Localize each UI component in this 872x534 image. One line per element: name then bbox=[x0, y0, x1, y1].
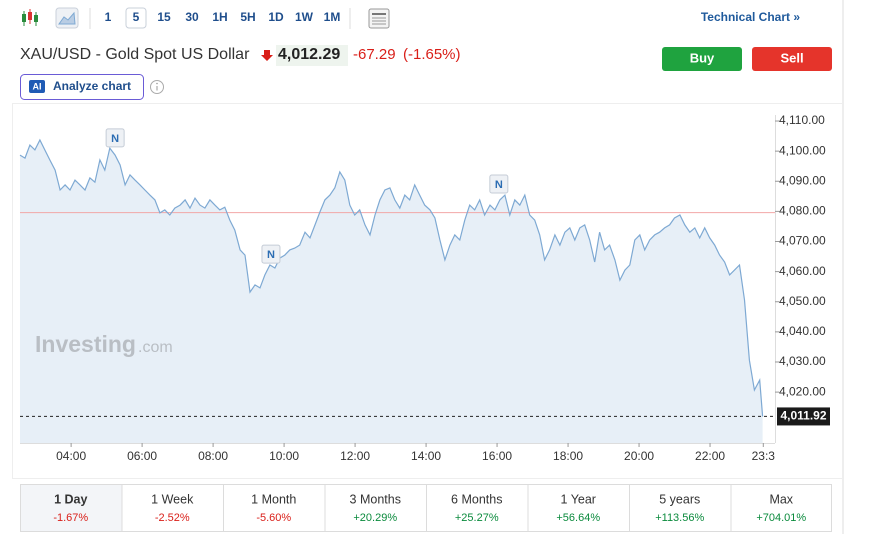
period-label[interactable]: 1 Week bbox=[151, 492, 194, 506]
period-label[interactable]: Max bbox=[769, 492, 793, 506]
interval[interactable]: 30 bbox=[185, 10, 199, 24]
x-tick-label: 08:00 bbox=[198, 449, 228, 463]
last-price-box bbox=[777, 407, 830, 426]
period-label[interactable]: 1 Day bbox=[54, 492, 87, 506]
area-icon[interactable] bbox=[55, 7, 79, 29]
last-price-label: 4,011.92 bbox=[780, 409, 826, 423]
y-tick-label: 4,070.00 bbox=[779, 234, 826, 248]
x-tick-label: 04:00 bbox=[56, 449, 86, 463]
interval[interactable]: 1W bbox=[295, 10, 314, 24]
change-pct: (-1.65%) bbox=[403, 46, 461, 63]
x-tick-label: 22:00 bbox=[695, 449, 725, 463]
instrument-title: XAU/USD - Gold Spot US Dollar bbox=[20, 46, 250, 63]
period-change[interactable]: +56.64% bbox=[556, 512, 600, 524]
interval-active bbox=[125, 7, 147, 29]
down-arrow bbox=[261, 50, 273, 61]
price-highlight bbox=[276, 45, 348, 66]
period-change[interactable]: +25.27% bbox=[455, 512, 499, 524]
info-icon[interactable] bbox=[150, 80, 164, 94]
x-tick-label: 18:00 bbox=[553, 449, 583, 463]
price-area bbox=[20, 140, 763, 443]
interval[interactable]: 1H bbox=[212, 10, 227, 24]
x-tick-label: 23:3 bbox=[752, 449, 776, 463]
price: 4,012.29 bbox=[278, 46, 340, 63]
period-label[interactable]: 6 Months bbox=[451, 492, 502, 506]
x-tick-label: 06:00 bbox=[127, 449, 157, 463]
ai-badge-text: AI bbox=[33, 81, 42, 91]
period-change[interactable]: -1.67% bbox=[53, 512, 88, 524]
buy-button[interactable] bbox=[662, 47, 742, 71]
y-tick-label: 4,040.00 bbox=[779, 324, 826, 338]
period-tab-active bbox=[21, 485, 122, 531]
interval[interactable]: 5H bbox=[240, 10, 255, 24]
ai-badge bbox=[29, 80, 45, 93]
x-tick-label: 20:00 bbox=[624, 449, 654, 463]
news-marker-label[interactable]: N bbox=[495, 179, 503, 191]
news-marker-label[interactable]: N bbox=[267, 249, 275, 261]
x-tick-label: 14:00 bbox=[411, 449, 441, 463]
y-tick-label: 4,080.00 bbox=[779, 204, 826, 218]
news-marker-label[interactable]: N bbox=[111, 133, 119, 145]
sell-button[interactable] bbox=[752, 47, 832, 71]
period-tabs: 1 Day -1.67% 1 Week -2.52% 1 Month -5.60% 3 Mo… bbox=[20, 484, 832, 532]
period-label[interactable]: 1 Year bbox=[561, 492, 596, 506]
watermark: Investing bbox=[35, 331, 136, 357]
chart-frame bbox=[12, 103, 843, 479]
period-label[interactable]: 5 years bbox=[659, 492, 700, 506]
y-tick-label: 4,110.00 bbox=[779, 113, 825, 127]
y-tick-label: 4,100.00 bbox=[779, 143, 826, 157]
period-change[interactable]: +704.01% bbox=[756, 512, 806, 524]
watermark-suffix: .com bbox=[138, 339, 173, 356]
y-tick-label: 4,020.00 bbox=[779, 384, 826, 398]
period-label[interactable]: 3 Months bbox=[350, 492, 401, 506]
price-chart: Investing .com 4,020.00 4,030.00 4,040.00 4,0… bbox=[19, 113, 830, 463]
news-marker[interactable] bbox=[105, 128, 125, 148]
technical-chart-link[interactable]: Technical Chart » bbox=[701, 10, 800, 24]
y-tick-label: 4,030.00 bbox=[779, 354, 826, 368]
y-tick-label: 4,090.00 bbox=[779, 173, 826, 187]
x-tick-label: 12:00 bbox=[340, 449, 370, 463]
analyze-label[interactable]: Analyze chart bbox=[53, 79, 131, 93]
price-line bbox=[19, 138, 764, 417]
interval[interactable]: 1 bbox=[105, 10, 112, 24]
news-marker[interactable] bbox=[489, 174, 509, 194]
interval[interactable]: 1M bbox=[324, 10, 341, 24]
x-tick-label: 16:00 bbox=[482, 449, 512, 463]
sell-label[interactable]: Sell bbox=[780, 50, 803, 65]
interval[interactable]: 5 bbox=[133, 10, 140, 24]
interval[interactable]: 1D bbox=[268, 10, 284, 24]
buy-label[interactable]: Buy bbox=[690, 50, 715, 65]
info-icon-dot bbox=[156, 82, 158, 85]
period-change[interactable]: +20.29% bbox=[353, 512, 397, 524]
analyze-button[interactable] bbox=[20, 74, 144, 100]
interval[interactable]: 15 bbox=[157, 10, 171, 24]
y-tick-label: 4,060.00 bbox=[779, 264, 826, 278]
news-marker[interactable] bbox=[261, 244, 281, 264]
candle-icon[interactable] bbox=[22, 9, 38, 26]
change: -67.29 bbox=[353, 46, 396, 63]
period-label[interactable]: 1 Month bbox=[251, 492, 296, 506]
period-change[interactable]: +113.56% bbox=[655, 512, 704, 524]
y-tick-label: 4,050.00 bbox=[779, 294, 826, 308]
table-icon[interactable] bbox=[368, 8, 390, 29]
x-tick-label: 10:00 bbox=[269, 449, 299, 463]
period-change[interactable]: -2.52% bbox=[155, 512, 190, 524]
period-change[interactable]: -5.60% bbox=[256, 512, 291, 524]
